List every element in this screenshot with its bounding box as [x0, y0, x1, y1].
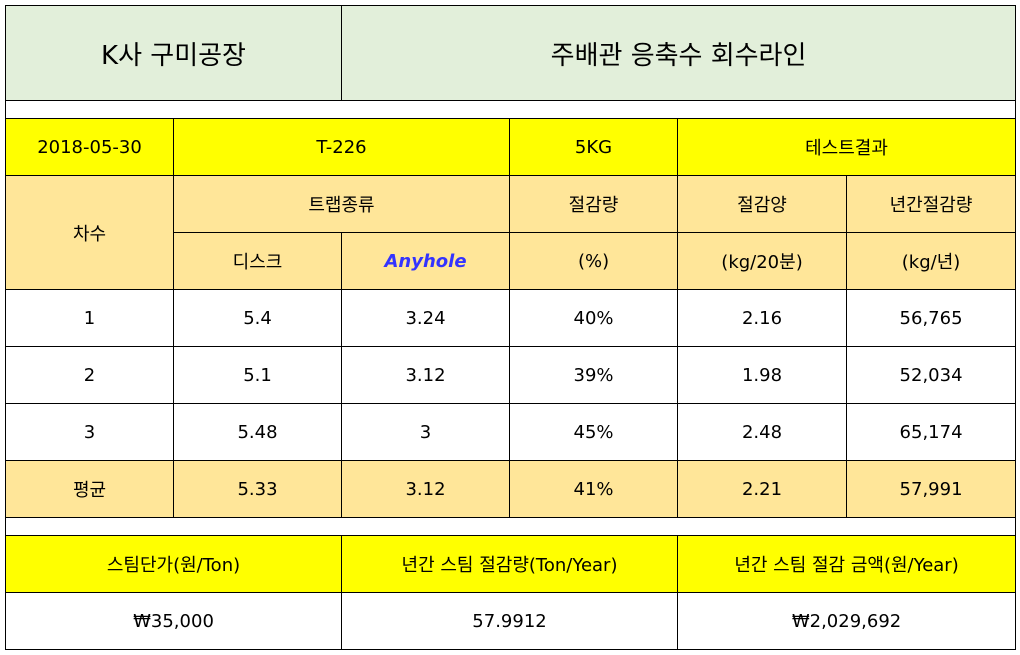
annual-cell: 65,174	[846, 403, 1017, 461]
report-sheet: K사 구미공장 주배관 응축수 회수라인 2018-05-30 T-226 5K…	[4, 5, 1017, 650]
column-header-row-1: 차수 트랩종류 절감량 절감양 년간절감량	[5, 175, 1017, 290]
table-row: 3 5.48 3 45% 2.48 65,174	[5, 403, 1017, 461]
average-anyhole: 3.12	[341, 460, 511, 518]
rate-cell: 45%	[509, 403, 679, 461]
steam-trap-test-table: K사 구미공장 주배관 응축수 회수라인 2018-05-30 T-226 5K…	[4, 5, 1017, 650]
line-name: 주배관 응축수 회수라인	[341, 5, 1017, 101]
round-cell: 1	[5, 289, 174, 347]
summary-value-row: ₩35,000 57.9912 ₩2,029,692	[4, 592, 1017, 650]
amount-cell: 2.16	[677, 289, 848, 347]
trap-model: T-226	[172, 118, 511, 176]
amount-cell: 1.98	[677, 346, 848, 404]
annual-steam-saving-label: 년간 스팀 절감량(Ton/Year)	[341, 535, 679, 593]
company-name: K사 구미공장	[4, 5, 343, 101]
trap-type-header: 트랩종류	[172, 175, 511, 233]
anyhole-header: Anyhole	[341, 232, 511, 290]
average-annual: 57,991	[846, 460, 1017, 518]
annual-saving-header: 년간절감량	[846, 175, 1017, 233]
saving-amount-unit: (kg/20분)	[677, 232, 848, 290]
table-row: 1 5.4 3.24 40% 2.16 56,765	[5, 289, 1017, 347]
rate-cell: 39%	[509, 346, 679, 404]
summary-header-row: 스팀단가(원/Ton) 년간 스팀 절감량(Ton/Year) 년간 스팀 절감…	[4, 535, 1017, 593]
annual-cell: 52,034	[846, 346, 1017, 404]
test-date: 2018-05-30	[5, 118, 174, 176]
average-row: 평균 5.33 3.12 41% 2.21 57,991	[5, 460, 1017, 518]
title-row: K사 구미공장 주배관 응축수 회수라인	[4, 5, 1017, 101]
saving-amount-header: 절감양	[677, 175, 848, 233]
anyhole-cell: 3	[341, 403, 511, 461]
rate-cell: 40%	[509, 289, 679, 347]
spacer-row	[4, 517, 1017, 536]
saving-rate-header: 절감량	[509, 175, 679, 233]
trap-weight: 5KG	[509, 118, 679, 176]
saving-rate-unit: (%)	[509, 232, 679, 290]
annual-saving-cost-value: ₩2,029,692	[677, 592, 1017, 650]
round-cell: 3	[5, 403, 174, 461]
info-row: 2018-05-30 T-226 5KG 테스트결과	[5, 118, 1017, 176]
steam-price-label: 스팀단가(원/Ton)	[4, 535, 343, 593]
annual-saving-cost-label: 년간 스팀 절감 금액(원/Year)	[677, 535, 1017, 593]
annual-cell: 56,765	[846, 289, 1017, 347]
spacer-row	[4, 100, 1017, 119]
disc-cell: 5.48	[172, 403, 343, 461]
steam-price-value: ₩35,000	[4, 592, 343, 650]
disc-cell: 5.4	[172, 289, 343, 347]
average-disc: 5.33	[172, 460, 343, 518]
average-rate: 41%	[509, 460, 679, 518]
amount-cell: 2.48	[677, 403, 848, 461]
disc-header: 디스크	[172, 232, 343, 290]
round-cell: 2	[5, 346, 174, 404]
average-amount: 2.21	[677, 460, 848, 518]
round-header: 차수	[5, 175, 174, 290]
table-row: 2 5.1 3.12 39% 1.98 52,034	[5, 346, 1017, 404]
annual-steam-saving-value: 57.9912	[341, 592, 679, 650]
anyhole-cell: 3.24	[341, 289, 511, 347]
test-result-label: 테스트결과	[677, 118, 1017, 176]
column-header-row-2: 디스크 Anyhole (%) (kg/20분) (kg/년)	[6, 232, 1017, 290]
average-label: 평균	[5, 460, 174, 518]
disc-cell: 5.1	[172, 346, 343, 404]
annual-saving-unit: (kg/년)	[846, 232, 1017, 290]
anyhole-cell: 3.12	[341, 346, 511, 404]
